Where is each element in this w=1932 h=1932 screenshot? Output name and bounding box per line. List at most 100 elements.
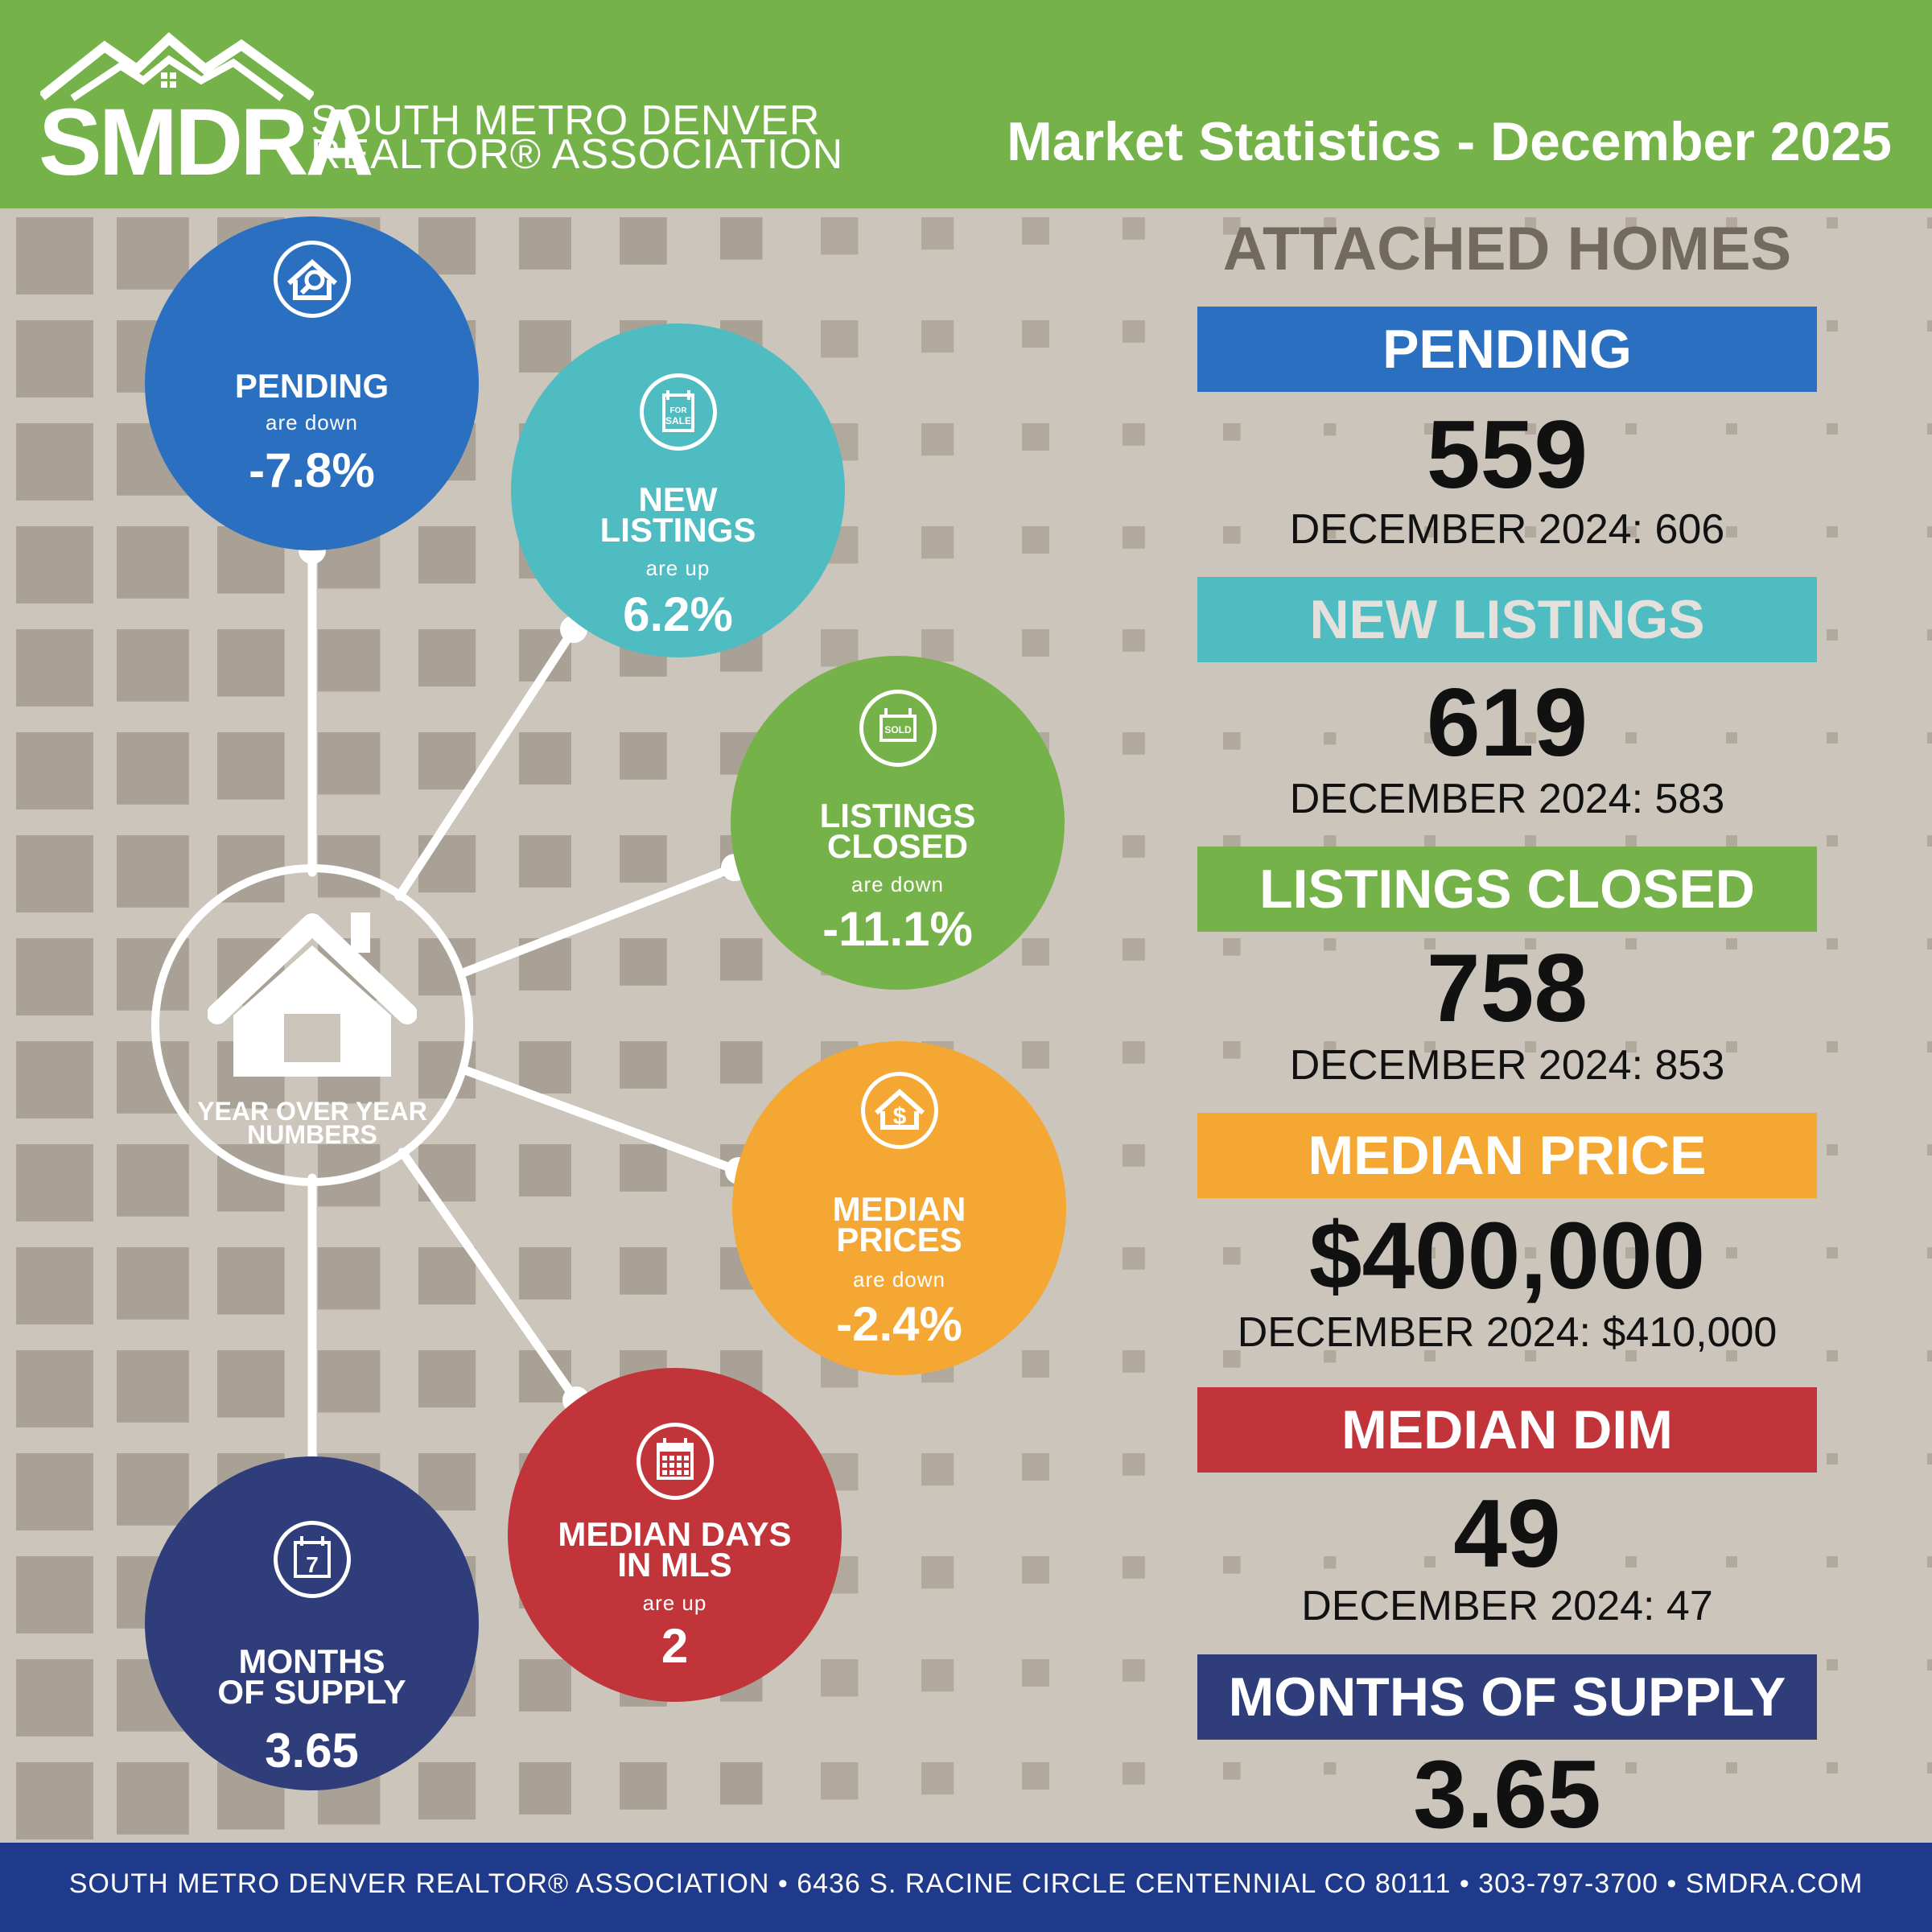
background-square xyxy=(1123,217,1145,240)
background-square xyxy=(117,732,189,805)
background-square xyxy=(1625,526,1637,538)
background-square xyxy=(16,1762,93,1839)
background-square xyxy=(1726,1247,1737,1258)
header-banner: SMDRA SOUTH METRO DENVER REALTOR® ASSOCI… xyxy=(0,0,1932,208)
background-square xyxy=(1022,526,1049,554)
background-square xyxy=(1424,423,1436,435)
background-square xyxy=(1827,423,1838,435)
footer-contact-text: SOUTH METRO DENVER REALTOR® ASSOCIATION … xyxy=(68,1868,1864,1899)
background-square xyxy=(1726,1556,1737,1567)
background-square xyxy=(1827,217,1838,229)
page-title: Market Statistics - December 2025 xyxy=(1007,111,1892,172)
background-square xyxy=(620,835,667,883)
background-square xyxy=(1726,1041,1737,1053)
background-square xyxy=(1927,1659,1932,1670)
background-square xyxy=(1123,526,1145,549)
background-square xyxy=(1625,1762,1637,1773)
background-square xyxy=(720,1041,763,1084)
new-listings-label-line2: LISTINGS xyxy=(599,511,756,549)
background-square xyxy=(1827,732,1838,744)
stat-value-new-listings: 619 xyxy=(1426,669,1588,777)
background-square xyxy=(1223,1762,1241,1780)
background-square xyxy=(1324,1041,1337,1054)
background-square xyxy=(921,423,954,456)
stat-bar-new-listings: NEW LISTINGS xyxy=(1197,577,1817,662)
background-square xyxy=(1324,938,1337,951)
background-square xyxy=(1726,1350,1737,1361)
background-square xyxy=(1123,1556,1145,1579)
background-square xyxy=(1324,423,1337,436)
background-square xyxy=(1927,732,1932,744)
stat-bar-listings-closed: LISTINGS CLOSED xyxy=(1197,847,1817,932)
background-square xyxy=(1123,423,1145,446)
background-square xyxy=(620,938,667,986)
stat-previous-new-listings: DECEMBER 2024: 583 xyxy=(1289,776,1725,822)
background-square xyxy=(1022,320,1049,348)
svg-text:FOR: FOR xyxy=(669,406,687,415)
background-square xyxy=(620,732,667,780)
background-square xyxy=(1827,629,1838,641)
background-square xyxy=(821,1762,859,1800)
median-days-label-line2: IN MLS xyxy=(617,1546,732,1584)
background-square xyxy=(1525,423,1536,435)
background-square xyxy=(16,526,93,603)
background-square xyxy=(1424,732,1436,744)
background-square xyxy=(1827,1762,1838,1773)
stat-value-pending: 559 xyxy=(1426,401,1588,509)
panel-title: ATTACHED HOMES xyxy=(1222,215,1792,283)
background-square xyxy=(418,1762,476,1820)
background-square xyxy=(620,1041,667,1089)
background-square xyxy=(1324,1350,1337,1363)
listings-closed-label-line1: LISTINGS xyxy=(819,797,976,834)
background-square xyxy=(921,320,954,353)
background-square xyxy=(1927,1556,1932,1567)
background-square xyxy=(620,1144,667,1192)
background-square xyxy=(519,1659,571,1712)
background-square xyxy=(1525,938,1536,950)
stat-bar-months-supply: MONTHS OF SUPPLY xyxy=(1197,1654,1817,1740)
stat-value-median-dim: 49 xyxy=(1453,1480,1561,1588)
background-square xyxy=(1927,1453,1932,1464)
background-square xyxy=(1223,938,1241,956)
background-square xyxy=(1726,423,1737,435)
background-square xyxy=(1022,1041,1049,1069)
background-square xyxy=(117,1144,189,1217)
svg-text:$: $ xyxy=(892,1103,906,1130)
house-dollar-icon: $ xyxy=(860,1072,938,1149)
background-square xyxy=(1827,1041,1838,1053)
background-square xyxy=(117,835,189,908)
background-square xyxy=(117,1247,189,1320)
background-square xyxy=(16,423,93,501)
background-square xyxy=(1022,938,1049,966)
background-square xyxy=(418,732,476,790)
stat-bar-pending: PENDING xyxy=(1197,307,1817,392)
background-square xyxy=(1424,217,1436,229)
median-days-circle: MEDIAN DAYS IN MLS are up 2 xyxy=(508,1368,842,1702)
background-square xyxy=(1927,1041,1932,1053)
background-square xyxy=(1022,1659,1049,1687)
median-prices-circle: $ MEDIAN PRICES are down -2.4% xyxy=(732,1041,1066,1375)
background-square xyxy=(921,526,954,559)
background-square xyxy=(217,1247,285,1315)
background-square xyxy=(1827,1556,1838,1567)
background-square xyxy=(1927,526,1932,538)
background-square xyxy=(16,732,93,809)
background-square xyxy=(117,1762,189,1835)
months-supply-label-line2: OF SUPPLY xyxy=(217,1673,406,1711)
background-square xyxy=(1123,1659,1145,1682)
background-square xyxy=(1625,835,1637,847)
background-square xyxy=(1123,835,1145,858)
background-square xyxy=(620,1762,667,1810)
background-square xyxy=(16,1659,93,1736)
background-square xyxy=(1022,1556,1049,1584)
stat-bar-median-price: MEDIAN PRICE xyxy=(1197,1113,1817,1198)
pending-label: PENDING xyxy=(234,367,389,405)
background-square xyxy=(16,629,93,706)
background-square xyxy=(921,1659,954,1692)
new-listings-change: 6.2% xyxy=(623,587,733,641)
background-square xyxy=(1525,835,1536,847)
background-square xyxy=(318,1247,381,1310)
median-days-direction: are up xyxy=(642,1591,707,1615)
months-supply-value: 3.65 xyxy=(265,1724,359,1778)
background-square xyxy=(418,629,476,687)
